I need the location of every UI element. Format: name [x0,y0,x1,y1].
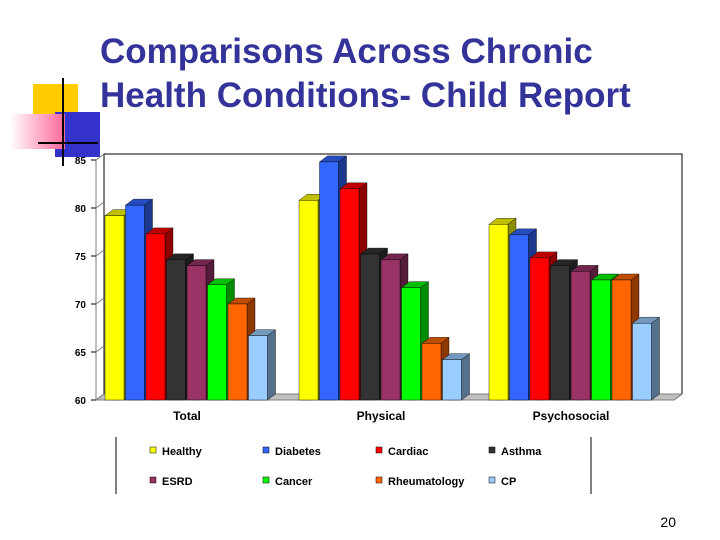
bar-side [651,316,660,401]
bar-front [611,279,632,401]
bar-front [380,259,401,401]
legend-label: Cardiac [388,446,428,458]
y-tick-label: 80 [75,204,87,215]
decor-horizontal-line [38,142,98,144]
y-tick-label: 75 [75,252,87,263]
bar-front [186,265,207,401]
bar-front [104,215,125,401]
bar-cp-total [247,329,277,401]
legend-swatch [149,476,157,484]
legend-swatch [262,446,270,454]
bar-front [319,161,339,401]
x-tick-label: Total [173,409,201,423]
bar-front [591,279,611,401]
bar-front [488,224,509,401]
bar-front [166,259,186,401]
legend-swatch [488,446,496,454]
bar-front [550,265,570,401]
legend-label: CP [501,476,516,488]
legend-label: Cancer [275,476,313,488]
bar-side [267,329,276,401]
bar-front [145,233,166,401]
page-number: 20 [660,514,676,530]
bar-front [360,253,380,401]
bar-front [125,204,145,401]
y-tick-gridstub [95,201,105,209]
bar-front [401,287,421,401]
legend-label: Healthy [162,446,203,458]
decor-vertical-line [62,78,64,166]
bar-front [570,271,591,401]
slide-title: Comparisons Across Chronic Health Condit… [100,30,700,118]
y-tick-gridstub [95,249,105,257]
bar-front [632,323,652,401]
legend-swatch [375,476,383,484]
bar-front [207,284,227,401]
x-tick-label: Psychosocial [533,409,610,423]
legend-label: Asthma [501,446,542,458]
y-tick-label: 60 [75,396,87,407]
legend-swatch [375,446,383,454]
bar-front [248,335,268,401]
bar-front [421,343,442,401]
bar-front [442,359,462,401]
bar-front [227,303,248,401]
bar-cp-psychosocial [631,316,661,401]
legend-swatch [262,476,270,484]
x-tick-label: Physical [357,409,406,423]
legend-label: Rheumatology [388,476,465,488]
bar-side [461,353,470,401]
bar-chart: 60 65 70 75 80 85 Total Physical Psychosocial Hea… [75,153,684,494]
y-tick-label: 85 [75,156,87,167]
title-line-1: Comparisons Across Chronic [100,32,593,71]
y-tick-label: 70 [75,300,87,311]
legend-label: ESRD [162,476,193,488]
legend-label: Diabetes [275,446,321,458]
title-line-2: Health Conditions- Child Report [100,76,631,115]
chart-legend: Healthy Diabetes Cardiac Asthma ESRD Cancer Rh… [115,437,592,494]
bar-front [298,200,319,401]
bar-front [509,234,529,401]
legend-swatch [488,476,496,484]
y-tick-label: 65 [75,348,87,359]
legend-swatch [149,446,157,454]
bar-cp-physical [441,353,471,401]
y-tick-gridstub [95,153,105,161]
bar-front [339,188,360,401]
y-tick-gridstub [95,345,105,353]
bar-front [529,257,550,401]
y-tick-gridstub [95,393,105,401]
y-tick-gridstub [95,297,105,305]
